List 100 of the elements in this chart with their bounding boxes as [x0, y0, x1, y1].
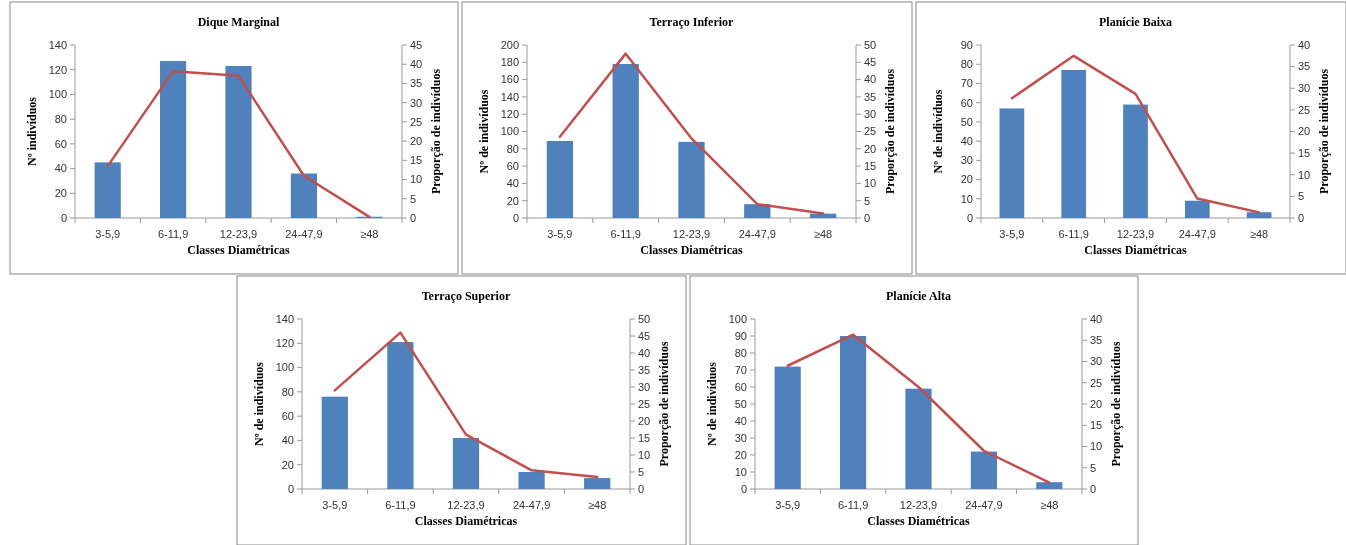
y-tick-label: 100	[48, 88, 67, 101]
x-tick-label: 12-23,9	[672, 228, 711, 240]
y-tick-label: 40	[734, 414, 747, 427]
x-tick-label: 6-11,9	[610, 228, 641, 240]
line-series	[558, 52, 825, 215]
y2-tick-label: 40	[1298, 38, 1311, 51]
y2-tick-label: 35	[1298, 60, 1311, 73]
y-tick-label: 40	[506, 177, 519, 190]
bar	[1123, 104, 1148, 218]
y2-tick-label: 20	[638, 414, 651, 427]
x-tick-label: 24-47,9	[965, 499, 1003, 511]
bar	[744, 204, 771, 218]
x-tick-label: ≥48	[588, 499, 607, 511]
y2-tick-label: 5	[864, 194, 871, 207]
y-tick-label: 20	[281, 458, 294, 471]
y-tick-label: 160	[500, 73, 519, 86]
y2-tick-label: 40	[1090, 312, 1103, 325]
y-tick-label: 70	[960, 77, 973, 90]
y2-tick-label: 5	[1298, 190, 1305, 203]
x-tick-label: 24-47,9	[738, 228, 776, 240]
x-tick-label: ≥48	[813, 228, 833, 240]
y-tick-label: 0	[512, 211, 519, 224]
y-tick-label: 120	[500, 108, 519, 121]
y-tick-label: 90	[734, 329, 747, 342]
y-tick-label: 10	[960, 192, 973, 205]
y2-tick-label: 50	[638, 312, 651, 325]
y2-tick-label: 15	[864, 159, 877, 172]
chart-title: Planície Alta	[886, 289, 951, 303]
y2-tick-label: 30	[1298, 82, 1311, 95]
chart-title: Terraço Inferior	[649, 15, 735, 29]
y2-tick-label: 25	[1298, 103, 1311, 116]
x-tick-label: 24-47,9	[285, 228, 323, 240]
bar	[1036, 482, 1063, 489]
bar	[678, 141, 705, 218]
y2-tick-label: 10	[864, 177, 877, 190]
y2-tick-label: 35	[864, 90, 877, 103]
bar	[546, 141, 574, 218]
x-axis-title: Classes Diamétricas	[1084, 243, 1187, 257]
y-tick-label: 60	[734, 380, 747, 393]
x-tick-label: 6-11,9	[837, 499, 869, 511]
x-axis-title: Classes Diamétricas	[414, 514, 518, 528]
y2-tick-label: 30	[1090, 355, 1103, 368]
bar	[584, 478, 611, 489]
y2-tick-label: 25	[410, 115, 423, 128]
line-series	[1010, 54, 1261, 214]
x-axis-title: Classes Diamétricas	[187, 243, 290, 257]
y-tick-label: 140	[275, 312, 294, 325]
y-tick-label: 0	[740, 482, 747, 495]
y-tick-label: 40	[54, 162, 67, 175]
y2-tick-label: 25	[638, 397, 651, 410]
y2-tick-label: 25	[1090, 376, 1103, 389]
bar	[840, 336, 867, 489]
y2-tick-label: 5	[410, 192, 417, 205]
line-series	[106, 69, 371, 219]
line-series	[786, 333, 1051, 484]
bar	[160, 61, 187, 218]
y-axis-title: Nº de indivíduos	[705, 361, 719, 446]
y2-tick-label: 35	[638, 363, 651, 376]
y2-tick-label: 10	[638, 448, 651, 461]
y2-tick-label: 15	[1298, 146, 1311, 159]
y-tick-label: 0	[966, 211, 973, 224]
y-tick-label: 80	[506, 142, 519, 155]
y2-tick-label: 10	[1090, 440, 1103, 453]
y2-tick-label: 20	[1298, 125, 1311, 138]
chart-title: Terraço Superior	[421, 289, 511, 303]
y-tick-label: 40	[960, 134, 973, 147]
y-axis-title: Nº de indivíduos	[931, 89, 945, 174]
y2-tick-label: 20	[1090, 397, 1103, 410]
x-tick-label: 24-47,9	[512, 499, 551, 511]
y2-tick-label: 20	[864, 142, 877, 155]
x-tick-label: 6-11,9	[385, 499, 416, 511]
y-tick-label: 120	[275, 337, 294, 350]
x-tick-label: ≥48	[360, 228, 379, 240]
y-tick-label: 120	[48, 63, 67, 76]
y-axis-title: Nº de indivíduos	[252, 361, 266, 446]
y2-axis-title: Proporção de indivíduos	[429, 68, 443, 195]
y2-tick-label: 0	[1298, 211, 1305, 224]
y-tick-label: 200	[500, 38, 519, 51]
y-tick-label: 20	[54, 187, 67, 200]
y2-tick-label: 10	[1298, 168, 1311, 181]
x-tick-label: 12-23,9	[447, 499, 485, 511]
y2-tick-label: 40	[638, 346, 651, 359]
x-tick-label: ≥48	[1249, 228, 1269, 240]
y2-tick-label: 5	[1090, 461, 1097, 474]
y2-tick-label: 45	[638, 329, 651, 342]
y-tick-label: 60	[281, 409, 294, 422]
y-tick-label: 0	[287, 482, 294, 495]
x-tick-label: 3-5,9	[547, 228, 573, 240]
x-tick-label: 12-23,9	[219, 228, 258, 240]
bar	[321, 396, 348, 489]
y2-tick-label: 10	[410, 173, 423, 186]
y2-tick-label: 0	[1090, 482, 1097, 495]
y-tick-label: 80	[734, 346, 747, 359]
y2-tick-label: 50	[864, 38, 877, 51]
x-tick-label: 3-5,9	[999, 228, 1025, 240]
y2-tick-label: 0	[410, 211, 417, 224]
x-tick-label: 6-11,9	[157, 228, 189, 240]
y2-axis-title: Proporção de indivíduos	[883, 68, 897, 195]
y-tick-label: 10	[734, 465, 747, 478]
bar	[999, 108, 1025, 218]
